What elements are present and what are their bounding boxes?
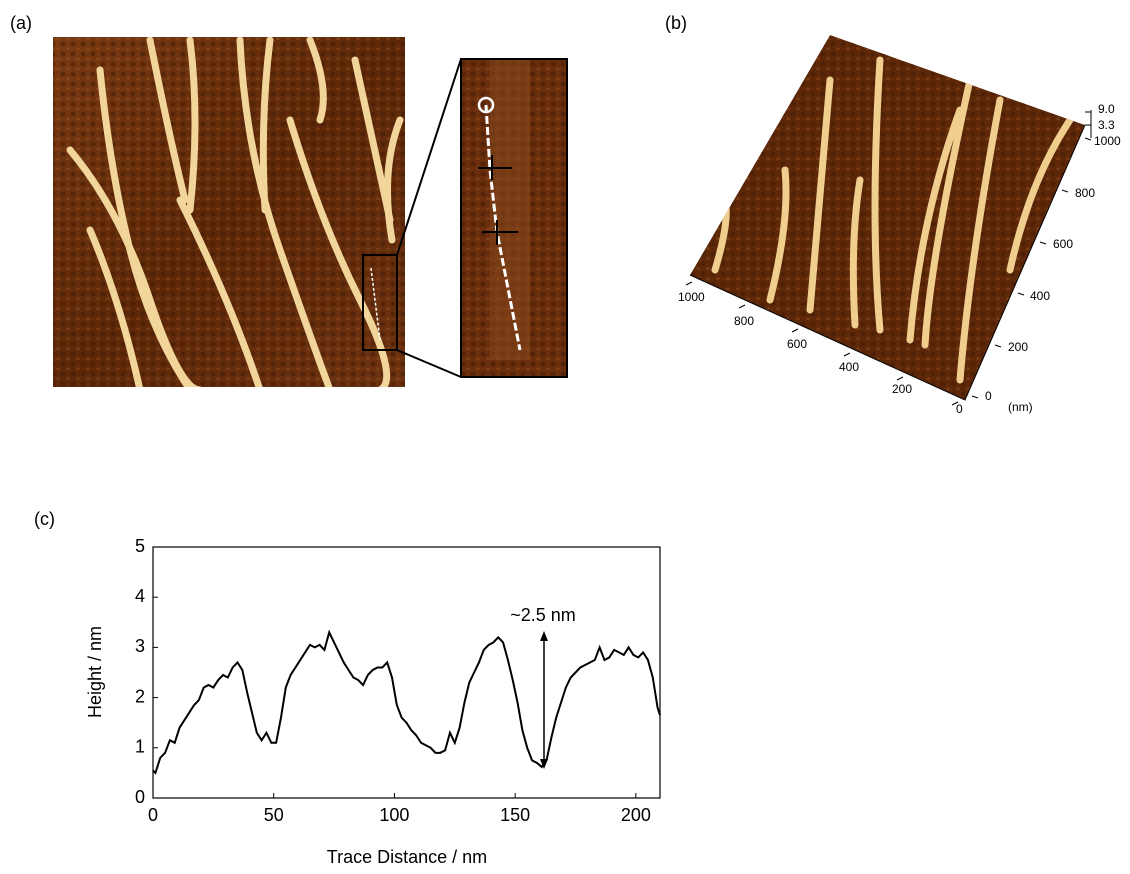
front-axis-tick-label: 0 — [956, 402, 963, 416]
x-axis-label: Trace Distance / nm — [327, 847, 487, 867]
annotation: ~2.5 nm — [510, 605, 576, 625]
right-axis-tick-label: 200 — [1008, 340, 1028, 354]
right-axis-tick-label: 400 — [1030, 289, 1050, 303]
y-tick-label: 5 — [135, 536, 145, 556]
afm-image — [53, 37, 405, 387]
x-tick-label: 0 — [148, 805, 158, 825]
panel-label: (b) — [665, 13, 687, 33]
y-tick-label: 1 — [135, 737, 145, 757]
y-tick-label: 4 — [135, 586, 145, 606]
front-axis-tick-label: 800 — [734, 314, 754, 328]
line-series — [152, 629, 661, 775]
inset-box — [362, 254, 398, 351]
y-tick-label: 0 — [135, 787, 145, 807]
front-axis-tick-label: 1000 — [678, 290, 705, 304]
z-tick-label: 9.0 — [1098, 102, 1115, 116]
trace-line — [370, 267, 381, 341]
surface-3d — [685, 35, 1092, 406]
panel-label: (a) — [10, 13, 32, 33]
x-tick-label: 50 — [264, 805, 284, 825]
right-axis-tick-label: 0 — [985, 389, 992, 403]
annotation-arrow — [540, 631, 548, 769]
x-tick-label: 100 — [379, 805, 409, 825]
plot-frame — [152, 546, 661, 799]
y-tick-label: 3 — [135, 636, 145, 656]
x-tick-label: 150 — [500, 805, 530, 825]
front-axis-tick-label: 600 — [787, 337, 807, 351]
zoom-image — [460, 58, 568, 378]
zoom-line — [396, 349, 462, 378]
right-axis-tick-label: 1000 — [1094, 134, 1121, 148]
axis-unit: (nm) — [1008, 400, 1033, 414]
front-axis-tick-label: 200 — [892, 382, 912, 396]
x-tick-label: 200 — [621, 805, 651, 825]
y-axis-label: Height / nm — [85, 626, 105, 718]
panel-label: (c) — [34, 509, 55, 529]
z-tick-label: 3.3 — [1098, 118, 1115, 132]
right-axis-tick-label: 600 — [1053, 237, 1073, 251]
front-axis-tick-label: 400 — [839, 360, 859, 374]
right-axis-tick-label: 800 — [1075, 186, 1095, 200]
zoom-line — [396, 58, 462, 256]
y-tick-label: 2 — [135, 686, 145, 706]
line-chart: Trace Distance / nm Height / nm ~2.5 nm … — [85, 536, 661, 867]
